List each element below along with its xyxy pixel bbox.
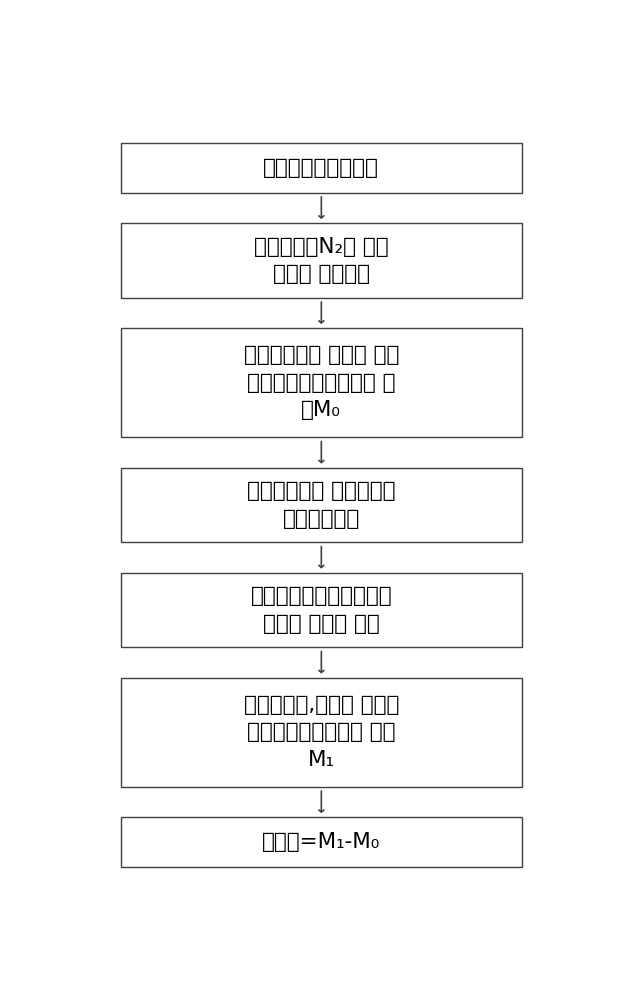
Text: 超净间微量天平称重， 记: 超净间微量天平称重， 记 bbox=[247, 373, 396, 393]
Bar bbox=[121, 817, 522, 867]
Text: 通碳氢燃料， 对试验管加: 通碳氢燃料， 对试验管加 bbox=[247, 481, 396, 501]
Text: 为M₀: 为M₀ bbox=[302, 400, 341, 420]
Text: 压力， 流量， 保温: 压力， 流量， 保温 bbox=[263, 614, 380, 634]
Text: 向试验管通N₂， 加热: 向试验管通N₂， 加热 bbox=[254, 237, 389, 257]
Text: 结焦量=M₁-M₀: 结焦量=M₁-M₀ bbox=[262, 832, 381, 852]
Bar bbox=[121, 223, 522, 298]
Text: 外壁， 充分氧化: 外壁， 充分氧化 bbox=[273, 264, 370, 284]
Text: 热至设定温度: 热至设定温度 bbox=[283, 509, 360, 529]
Bar bbox=[121, 143, 522, 193]
Text: 净间微量天平称重， 记为: 净间微量天平称重， 记为 bbox=[247, 722, 396, 742]
Text: 卸下试验管， 恒温， 恒湿: 卸下试验管， 恒温， 恒湿 bbox=[244, 345, 399, 365]
Text: 控制试验管内气体至设定: 控制试验管内气体至设定 bbox=[251, 586, 392, 606]
Text: 将试验管连入气路中: 将试验管连入气路中 bbox=[263, 158, 379, 178]
Text: M₁: M₁ bbox=[308, 750, 335, 770]
Text: 卸下试验管,恒温， 恒湿超: 卸下试验管,恒温， 恒湿超 bbox=[244, 695, 399, 715]
Bar bbox=[121, 328, 522, 437]
Bar bbox=[121, 573, 522, 647]
Bar bbox=[121, 468, 522, 542]
Bar bbox=[121, 678, 522, 787]
